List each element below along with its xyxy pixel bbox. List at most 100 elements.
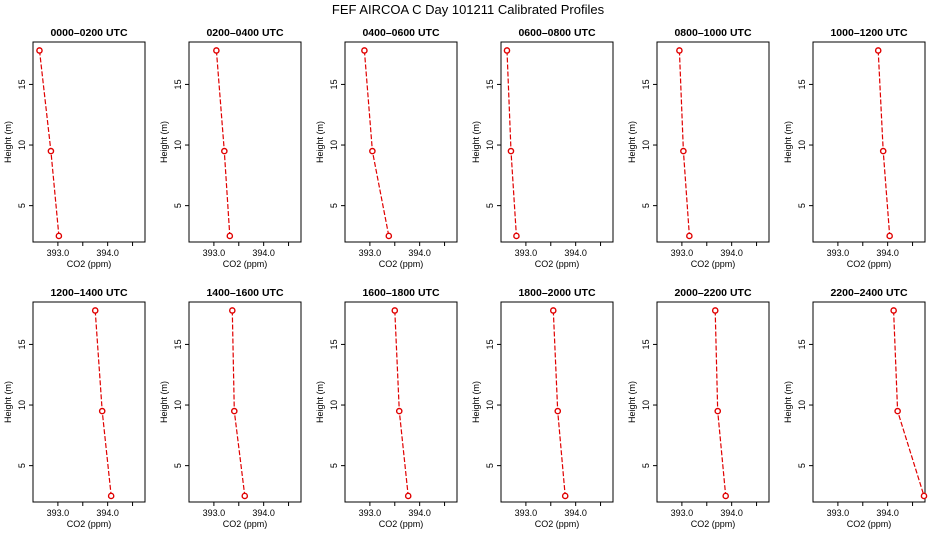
data-point <box>230 407 238 415</box>
y-axis-label: Height (m) <box>315 381 325 423</box>
panel-title: 1800–2000 UTC <box>518 287 595 299</box>
x-axis-label: CO2 (ppm) <box>535 519 580 529</box>
x-tick-label: 393.0 <box>515 508 538 518</box>
y-axis-label: Height (m) <box>315 121 325 163</box>
data-point <box>879 147 887 155</box>
data-point <box>894 407 901 415</box>
plot-frame <box>344 41 458 243</box>
y-tick-label: 5 <box>485 463 495 468</box>
x-axis-label: CO2 (ppm) <box>223 519 268 529</box>
data-point <box>361 47 368 54</box>
series-line <box>552 310 566 496</box>
profile-panel-9: 1600–1800 UTC 393.0 394.0 5 10 15 CO2 (ppm) Hei… <box>315 287 458 529</box>
data-point <box>886 232 893 240</box>
data-point <box>890 307 897 314</box>
x-tick-label: 394.0 <box>564 248 587 258</box>
y-tick-label: 10 <box>329 400 339 410</box>
data-point <box>920 492 928 500</box>
y-tick-label: 10 <box>797 140 807 150</box>
y-tick-label: 5 <box>485 203 495 208</box>
series-line <box>877 50 891 236</box>
series-line <box>394 310 409 496</box>
y-tick-label: 15 <box>329 339 339 349</box>
data-point <box>369 147 376 155</box>
y-tick-label: 10 <box>641 140 651 150</box>
x-tick-label: 393.0 <box>671 508 694 518</box>
panel-title: 2200–2400 UTC <box>830 287 907 299</box>
y-tick-label: 15 <box>797 79 807 89</box>
x-axis-label: CO2 (ppm) <box>67 519 112 529</box>
data-point <box>98 407 106 415</box>
x-axis-label: CO2 (ppm) <box>847 259 892 269</box>
y-axis-label: Height (m) <box>471 121 481 163</box>
y-tick-label: 5 <box>17 203 27 208</box>
y-axis-label: Height (m) <box>783 121 793 163</box>
x-tick-label: 394.0 <box>876 248 899 258</box>
data-point <box>874 47 882 54</box>
y-axis-label: Height (m) <box>3 121 13 163</box>
y-tick-label: 10 <box>329 140 339 150</box>
series-line <box>215 50 231 236</box>
plot-frame <box>188 301 302 503</box>
y-tick-label: 5 <box>329 203 339 208</box>
y-axis-label: Height (m) <box>159 121 169 163</box>
x-tick-label: 394.0 <box>876 508 899 518</box>
y-tick-label: 15 <box>485 79 495 89</box>
series-line <box>231 310 246 496</box>
plot-frame <box>500 41 614 243</box>
data-point <box>722 492 729 500</box>
profile-panel-1: 0000–0200 UTC 393.0 394.0 5 10 15 CO2 (ppm) Hei… <box>3 27 146 269</box>
data-point <box>714 407 722 415</box>
data-point <box>385 232 393 240</box>
plot-frame <box>812 301 926 503</box>
plot-frame <box>188 41 302 243</box>
x-tick-label: 393.0 <box>359 508 382 518</box>
data-point <box>221 147 228 155</box>
y-tick-label: 10 <box>173 400 183 410</box>
data-point <box>36 47 43 54</box>
panel-title: 0000–0200 UTC <box>50 27 127 39</box>
x-axis-label: CO2 (ppm) <box>535 259 580 269</box>
x-tick-label: 394.0 <box>720 508 743 518</box>
y-tick-label: 15 <box>641 79 651 89</box>
x-tick-label: 394.0 <box>720 248 743 258</box>
panel-title: 0400–0600 UTC <box>362 27 439 39</box>
y-axis-label: Height (m) <box>627 121 637 163</box>
y-tick-label: 5 <box>173 463 183 468</box>
data-point <box>686 232 693 240</box>
x-tick-label: 393.0 <box>47 248 70 258</box>
y-tick-label: 5 <box>797 203 807 208</box>
panel-title: 0800–1000 UTC <box>674 27 751 39</box>
profile-panel-11: 2000–2200 UTC 393.0 394.0 5 10 15 CO2 (ppm) Hei… <box>627 287 770 529</box>
y-axis-label: Height (m) <box>3 381 13 423</box>
data-point <box>391 307 399 314</box>
profile-panel-2: 0200–0400 UTC 393.0 394.0 5 10 15 CO2 (ppm) Hei… <box>159 27 302 269</box>
y-axis-label: Height (m) <box>471 381 481 423</box>
plot-frame <box>656 41 770 243</box>
figure-title: FEF AIRCOA C Day 101211 Calibrated Profi… <box>332 2 605 17</box>
y-tick-label: 10 <box>17 400 27 410</box>
data-point <box>55 232 63 240</box>
data-point <box>561 492 569 500</box>
x-axis-label: CO2 (ppm) <box>691 519 736 529</box>
series-line <box>94 310 112 496</box>
profile-panel-8: 1400–1600 UTC 393.0 394.0 5 10 15 CO2 (ppm) Hei… <box>159 287 302 529</box>
x-axis-label: CO2 (ppm) <box>223 259 268 269</box>
data-point <box>107 492 115 500</box>
series-line <box>893 310 925 497</box>
data-point <box>711 307 719 314</box>
y-tick-label: 5 <box>173 203 183 208</box>
plot-frame <box>500 301 614 503</box>
x-axis-label: CO2 (ppm) <box>379 259 424 269</box>
panel-title: 0200–0400 UTC <box>206 27 283 39</box>
x-tick-label: 393.0 <box>359 248 382 258</box>
x-tick-label: 394.0 <box>96 248 119 258</box>
data-point <box>395 407 403 415</box>
profile-panel-6: 1000–1200 UTC 393.0 394.0 5 10 15 CO2 (ppm) Hei… <box>783 27 926 269</box>
plot-frame <box>32 301 146 503</box>
x-tick-label: 394.0 <box>252 508 275 518</box>
y-tick-label: 10 <box>173 140 183 150</box>
profile-panel-7: 1200–1400 UTC 393.0 394.0 5 10 15 CO2 (ppm) Hei… <box>3 287 146 529</box>
data-point <box>676 47 683 54</box>
data-point <box>503 47 511 54</box>
